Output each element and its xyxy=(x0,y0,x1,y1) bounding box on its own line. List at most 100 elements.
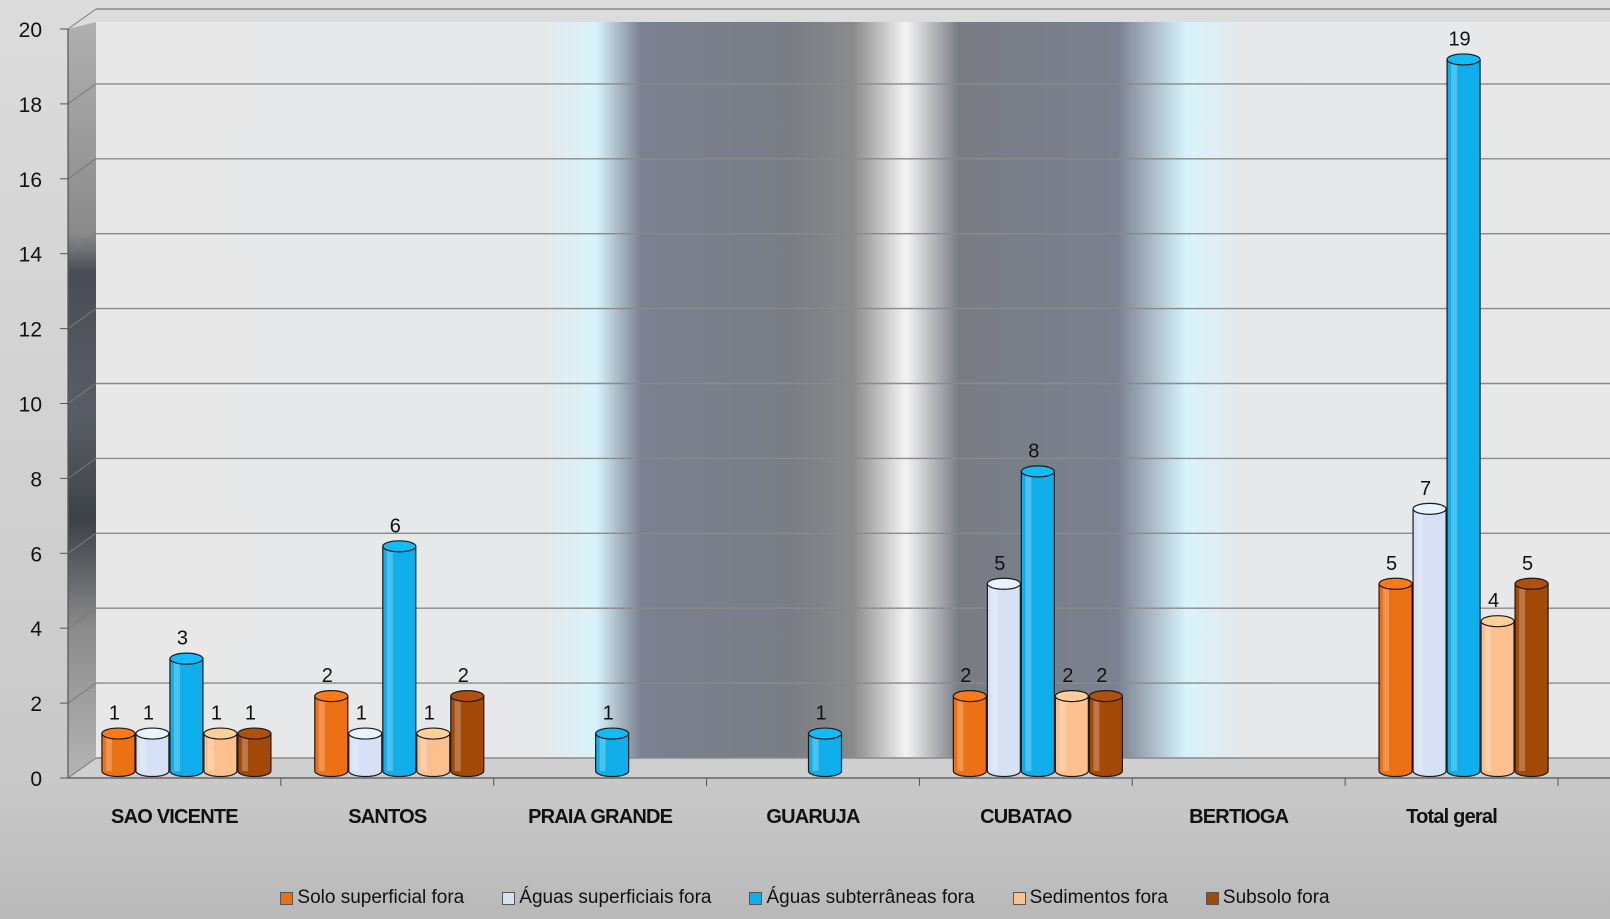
y-tick-label: 16 xyxy=(19,169,42,192)
data-label: 5 xyxy=(994,553,1005,575)
data-label: 1 xyxy=(109,703,120,725)
data-label: 2 xyxy=(322,665,333,687)
data-label: 5 xyxy=(1386,553,1397,575)
bar xyxy=(348,727,383,778)
bar-top xyxy=(1412,502,1447,515)
y-tick-label: 20 xyxy=(19,19,42,42)
bar xyxy=(595,727,630,778)
bar-body xyxy=(237,732,272,778)
x-tick-label: SAO VICENTE xyxy=(111,806,238,828)
bar-body xyxy=(1378,583,1413,778)
gridline-side xyxy=(67,457,97,479)
bar-top xyxy=(348,727,383,740)
bar-highlight xyxy=(991,583,998,771)
bar-body xyxy=(101,732,136,778)
y-tick-label: 2 xyxy=(30,693,42,716)
gridline-side xyxy=(67,233,97,255)
bar-top xyxy=(450,689,485,703)
gridline-side xyxy=(67,308,97,330)
bar-body xyxy=(382,545,417,778)
data-label: 1 xyxy=(245,703,256,725)
bar-highlight xyxy=(1451,59,1458,771)
y-tick-label: 18 xyxy=(19,94,42,117)
legend-swatch xyxy=(1012,891,1026,905)
bar-body xyxy=(169,658,204,778)
bar-body xyxy=(1480,620,1515,778)
bar-highlight xyxy=(1519,583,1526,771)
bar-highlight xyxy=(1417,508,1424,771)
legend-label: Águas subterrâneas fora xyxy=(766,887,975,908)
bar-highlight xyxy=(105,733,112,771)
bar-highlight xyxy=(812,733,819,771)
bar-highlight xyxy=(1093,696,1100,771)
x-tick-label: SANTOS xyxy=(348,806,427,828)
bar-highlight xyxy=(599,733,606,771)
bar xyxy=(1480,615,1515,778)
bar-body xyxy=(1514,583,1549,778)
gridline-side xyxy=(67,383,97,404)
y-tick-label: 14 xyxy=(19,244,43,267)
bar xyxy=(1378,577,1413,778)
data-label: 1 xyxy=(603,703,614,725)
bar-top xyxy=(203,727,238,740)
bar-top xyxy=(952,689,987,703)
bar-top xyxy=(101,727,136,740)
x-tick-label: Total geral xyxy=(1406,806,1497,828)
data-label: 6 xyxy=(390,515,401,537)
bar xyxy=(986,577,1021,778)
bar-body xyxy=(1020,470,1055,778)
bar-highlight xyxy=(241,733,248,771)
y-tick-label: 10 xyxy=(19,394,42,417)
y-tick-label: 6 xyxy=(30,543,42,566)
bar-highlight xyxy=(1383,583,1390,771)
bar-top xyxy=(1480,615,1515,628)
x-tick-label: CUBATAO xyxy=(980,806,1072,828)
bar-highlight xyxy=(207,733,214,771)
legend-item: Solo superficial fora xyxy=(280,887,464,909)
bar-highlight xyxy=(386,546,393,771)
y-tick-label: 12 xyxy=(19,319,42,342)
bar-top xyxy=(1514,577,1549,590)
bar xyxy=(203,727,238,778)
data-label: 8 xyxy=(1028,440,1039,462)
bar-top xyxy=(986,577,1021,590)
data-label: 7 xyxy=(1420,478,1431,500)
bar xyxy=(450,689,485,778)
data-label: 1 xyxy=(815,703,826,725)
bar-highlight xyxy=(454,696,461,771)
legend-label: Solo superficial fora xyxy=(297,887,465,908)
data-label: 2 xyxy=(1096,665,1107,687)
bar-body xyxy=(986,583,1021,778)
bar-highlight xyxy=(1025,471,1032,771)
bar xyxy=(416,727,451,778)
legend-label: Subsolo fora xyxy=(1222,887,1330,908)
bar-body xyxy=(450,695,485,778)
bar-top xyxy=(1020,465,1055,478)
bar-top xyxy=(1054,689,1089,703)
bar-body xyxy=(1088,695,1123,778)
bar-highlight xyxy=(420,733,427,771)
y-tick-label: 0 xyxy=(30,768,42,791)
bar xyxy=(314,689,349,778)
bar-highlight xyxy=(1485,621,1492,771)
bar-body xyxy=(1412,508,1447,778)
gridline-side xyxy=(67,682,97,704)
bar-top xyxy=(314,689,349,703)
bar xyxy=(807,727,843,778)
data-label: 1 xyxy=(143,703,154,725)
bar xyxy=(1054,689,1089,778)
x-tick-label: BERTIOGA xyxy=(1189,806,1289,828)
gridlines xyxy=(67,8,1610,779)
bar xyxy=(135,727,170,778)
bar-body xyxy=(807,732,843,778)
bar xyxy=(101,727,136,778)
legend-item: Subsolo fora xyxy=(1205,887,1330,909)
gridline-side xyxy=(67,757,97,779)
data-label: 2 xyxy=(960,665,971,687)
y-tick-label: 8 xyxy=(30,468,42,491)
data-label: 1 xyxy=(211,703,222,725)
legend-item: Sedimentos fora xyxy=(1012,887,1168,909)
bar-top xyxy=(595,727,630,740)
